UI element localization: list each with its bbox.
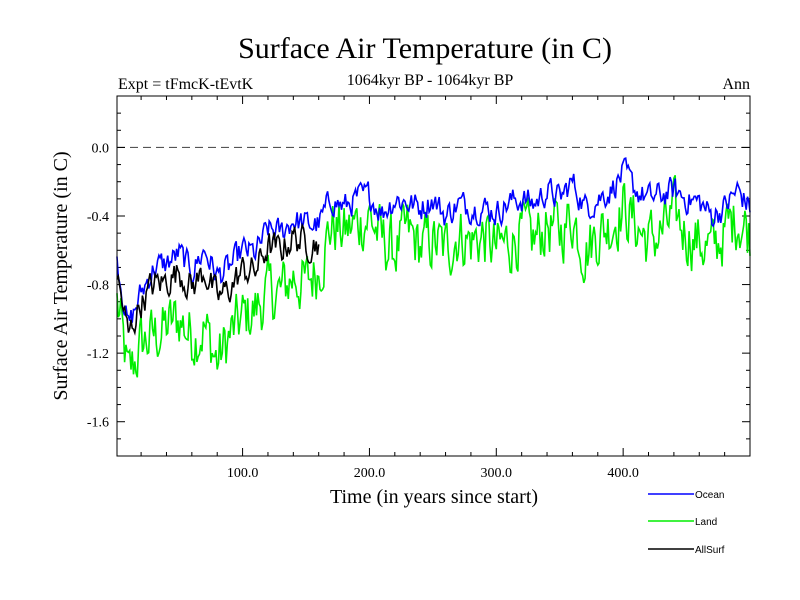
y-axis-label: Surface Air Temperature (in C) bbox=[50, 151, 72, 400]
legend-label-allsurf: AllSurf bbox=[695, 545, 725, 556]
series-line-ocean bbox=[116, 157, 751, 323]
y-tick-label: -0.8 bbox=[87, 279, 109, 294]
legend: Ocean Land AllSurf bbox=[648, 490, 725, 556]
chart-subtitle: 1064kyr BP - 1064kyr BP bbox=[347, 72, 514, 89]
series-line-allsurf bbox=[116, 222, 320, 336]
y-tick-label: -1.6 bbox=[87, 416, 109, 431]
y-tick-label: 0.0 bbox=[92, 141, 110, 156]
series-line-land bbox=[116, 174, 751, 378]
x-tick-label: 100.0 bbox=[227, 466, 259, 481]
experiment-label: Expt = tFmcK-tEvtK bbox=[118, 76, 254, 93]
y-tick-label: -0.4 bbox=[87, 210, 109, 225]
legend-label-land: Land bbox=[695, 517, 717, 528]
legend-label-ocean: Ocean bbox=[695, 490, 724, 501]
x-tick-label: 300.0 bbox=[481, 466, 513, 481]
season-label: Ann bbox=[722, 76, 750, 93]
x-tick-label: 200.0 bbox=[354, 466, 386, 481]
x-axis-label: Time (in years since start) bbox=[330, 486, 538, 508]
y-tick-label: -1.2 bbox=[87, 347, 109, 362]
chart-title: Surface Air Temperature (in C) bbox=[238, 32, 612, 65]
x-tick-label: 400.0 bbox=[607, 466, 639, 481]
plot-frame bbox=[116, 95, 751, 457]
